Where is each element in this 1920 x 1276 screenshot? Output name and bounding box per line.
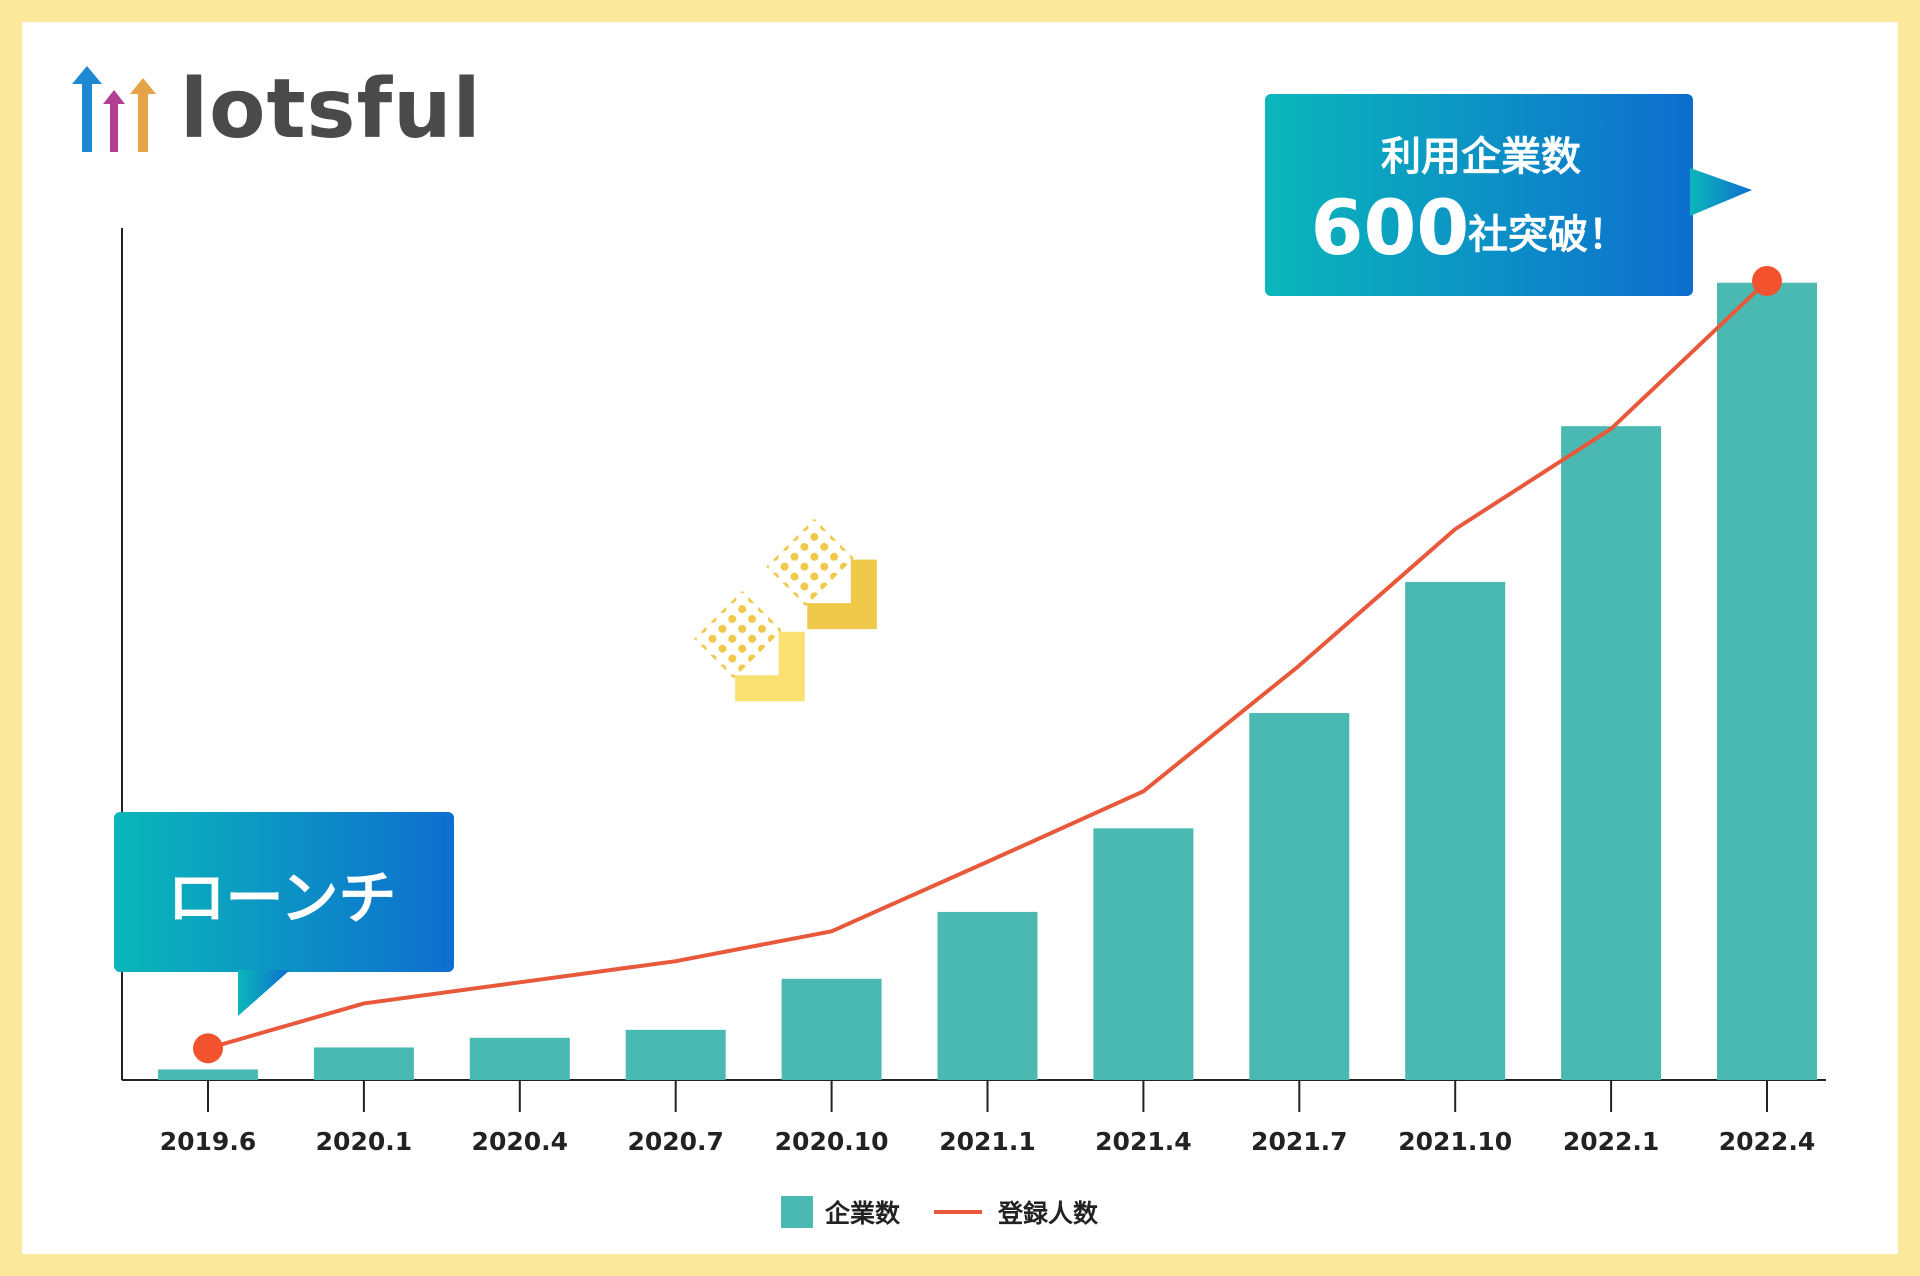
arrows-logo-icon xyxy=(72,66,156,152)
x-tick-label-2021.7: 2021.7 xyxy=(1251,1127,1347,1156)
x-tick-label-2020.4: 2020.4 xyxy=(472,1127,568,1156)
legend-label-bar: 企業数 xyxy=(825,1199,901,1228)
growth-arrows-decoration xyxy=(694,518,877,702)
launch-callout: ローンチ xyxy=(114,812,454,1016)
x-tick-label-2021.4: 2021.4 xyxy=(1095,1127,1191,1156)
logo-text: lotsful xyxy=(180,62,482,157)
milestone-callout-title: 利用企業数 xyxy=(1381,134,1581,180)
x-tick-label-2021.1: 2021.1 xyxy=(939,1127,1035,1156)
legend: 企業数 登録人数 xyxy=(781,1196,1099,1228)
line-registrations xyxy=(207,279,1769,1051)
x-tick-label-2020.10: 2020.10 xyxy=(775,1127,889,1156)
milestone-callout: 利用企業数 600 社突破！ xyxy=(1265,94,1752,296)
bar-2022.4 xyxy=(1717,282,1817,1081)
x-tick-label-2022.4: 2022.4 xyxy=(1719,1127,1815,1156)
x-tick-label-2020.7: 2020.7 xyxy=(627,1127,723,1156)
bar-2021.4 xyxy=(1093,828,1194,1080)
line-marker-2019.6 xyxy=(193,1033,223,1064)
x-tick-label-2021.10: 2021.10 xyxy=(1398,1127,1512,1156)
bar-2019.6 xyxy=(158,1069,258,1080)
bar-2021.1 xyxy=(937,911,1038,1080)
bar-2022.1 xyxy=(1561,426,1662,1080)
bar-2020.1 xyxy=(313,1047,414,1080)
bar-2020.4 xyxy=(469,1037,570,1080)
legend-swatch-bar xyxy=(781,1196,813,1228)
bar-2021.7 xyxy=(1249,713,1350,1080)
x-tick-label-2020.1: 2020.1 xyxy=(316,1127,412,1156)
bar-2020.10 xyxy=(781,978,882,1080)
legend-label-line: 登録人数 xyxy=(997,1199,1099,1228)
line-marker-2022.4 xyxy=(1752,265,1782,296)
x-ticks xyxy=(207,1080,1768,1112)
line-series xyxy=(193,265,1782,1064)
x-tick-label-2019.6: 2019.6 xyxy=(160,1127,256,1156)
launch-callout-text: ローンチ xyxy=(167,864,396,932)
bar-2020.7 xyxy=(625,1029,726,1080)
bar-2021.10 xyxy=(1405,581,1506,1080)
milestone-callout-suffix: 社突破！ xyxy=(1468,212,1628,258)
logo: lotsful xyxy=(70,66,482,154)
x-tick-label-2022.1: 2022.1 xyxy=(1563,1127,1659,1156)
milestone-callout-number: 600 xyxy=(1311,183,1470,272)
x-tick-labels: 2019.6 2020.1 2020.4 2020.7 2020.10 2021.1 202… xyxy=(160,1127,1815,1156)
bar-series xyxy=(158,282,1817,1081)
